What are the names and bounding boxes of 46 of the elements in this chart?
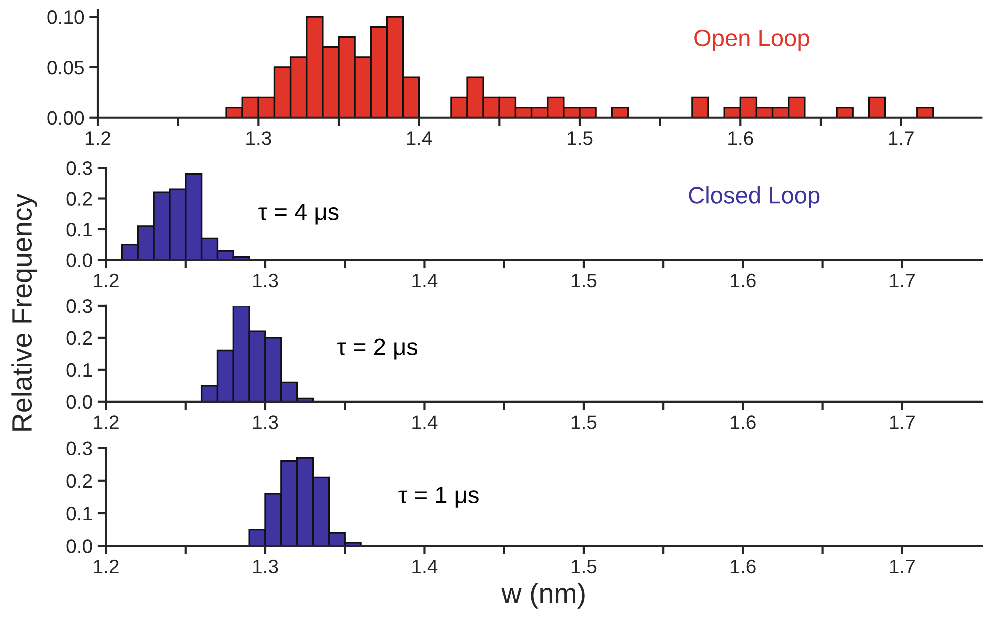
- y-tick-label: 0.0: [66, 395, 92, 410]
- y-tick-label: 0.3: [66, 299, 92, 314]
- annotation: τ = 4 μs: [258, 204, 339, 225]
- y-tick-label: 0.2: [66, 331, 92, 346]
- y-tick-label: 0.3: [66, 442, 92, 456]
- x-tick-label: 1.6: [731, 560, 756, 574]
- y-tick-label: 0.10: [48, 10, 84, 24]
- x-tick-label: 1.5: [568, 132, 593, 146]
- x-tick-label: 1.5: [572, 560, 597, 574]
- x-tick-label: 1.6: [731, 274, 756, 288]
- x-tick-label: 1.6: [731, 416, 756, 430]
- x-tick-label: 1.4: [407, 132, 432, 146]
- y-tick-label: 0.3: [66, 162, 92, 176]
- x-tick-label: 1.2: [94, 560, 119, 574]
- x-tick-label: 1.4: [412, 416, 438, 430]
- annotation: τ = 2 μs: [337, 338, 418, 360]
- annotation: Closed Loop: [689, 186, 820, 209]
- x-tick-label: 1.2: [94, 416, 119, 430]
- x-tick-label: 1.5: [572, 274, 597, 288]
- x-axis-title: w (nm): [502, 582, 585, 609]
- x-tick-label: 1.5: [572, 416, 597, 430]
- y-tick-label: 0.2: [66, 474, 92, 488]
- annotation: Open Loop: [694, 30, 810, 52]
- annotation: τ = 1 μs: [398, 487, 479, 508]
- x-tick-label: 1.3: [253, 274, 278, 288]
- y-tick-label: 0.0: [66, 540, 92, 554]
- x-tick-label: 1.3: [246, 132, 272, 146]
- x-tick-label: 1.2: [86, 132, 111, 146]
- y-tick-label: 0.0: [66, 254, 92, 268]
- y-tick-label: 0.05: [48, 60, 84, 75]
- x-tick-label: 1.7: [890, 416, 915, 430]
- x-tick-label: 1.4: [412, 274, 438, 288]
- y-tick-label: 0.2: [66, 192, 92, 206]
- x-tick-label: 1.6: [728, 132, 754, 146]
- y-tick-label: 0.1: [66, 222, 92, 237]
- x-tick-label: 1.7: [889, 132, 914, 146]
- x-tick-label: 1.7: [890, 274, 915, 288]
- x-tick-label: 1.3: [253, 416, 278, 430]
- y-tick-label: 0.1: [66, 363, 92, 378]
- x-tick-label: 1.7: [890, 560, 915, 574]
- x-tick-label: 1.2: [94, 274, 119, 288]
- x-tick-label: 1.3: [253, 560, 278, 574]
- y-tick-label: 0.00: [48, 111, 84, 126]
- x-tick-label: 1.4: [412, 560, 438, 574]
- y-axis-title: Relative Frequency: [12, 194, 38, 431]
- y-tick-label: 0.1: [66, 506, 92, 521]
